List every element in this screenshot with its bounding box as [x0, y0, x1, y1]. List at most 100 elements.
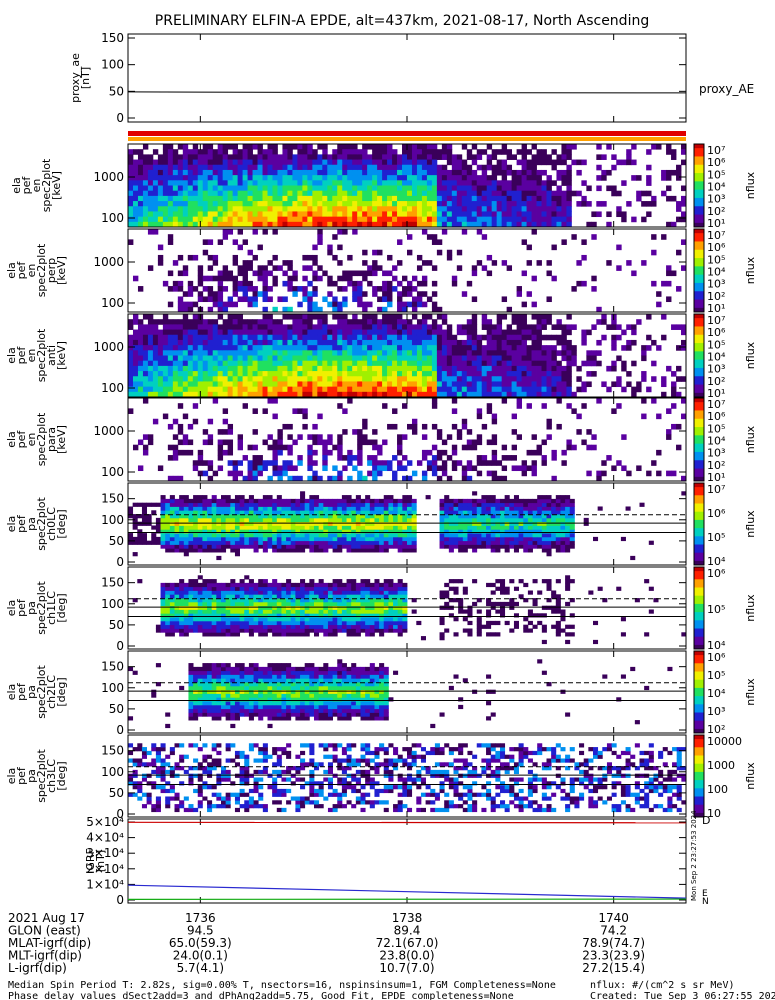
spectrogram-cell — [491, 434, 498, 440]
spectrogram-cell — [448, 521, 454, 526]
spectrogram-cell — [287, 345, 293, 351]
spectrogram-cell — [596, 154, 602, 160]
spectrogram-cell — [211, 533, 217, 538]
spectrogram-cell — [202, 360, 209, 367]
spectrogram-cell — [177, 159, 184, 166]
spectrogram-cell — [272, 381, 278, 388]
spectrogram-cell — [402, 540, 408, 545]
spectrogram-cell — [132, 329, 139, 336]
spectrogram-cell — [179, 540, 185, 545]
spectrogram-cell — [506, 355, 513, 362]
spectrogram-cell — [421, 216, 428, 223]
spectrogram-cell — [323, 529, 329, 534]
spectrogram-cell — [461, 376, 468, 382]
spectrogram-cell — [392, 185, 398, 192]
spectrogram-cell — [257, 169, 263, 176]
spectrogram-cell — [467, 525, 473, 530]
spectrogram-cell — [322, 154, 328, 160]
spectrogram-cell — [317, 334, 323, 341]
spectrogram-cell — [207, 533, 213, 538]
spectrogram-cell — [272, 195, 278, 202]
spectrogram-cell — [322, 221, 328, 228]
spectrogram-cell — [312, 439, 318, 446]
spectrogram-cell — [252, 475, 258, 482]
spectrogram-cell — [234, 552, 240, 557]
spectrogram-cell — [197, 154, 204, 160]
spectrogram-cell — [362, 154, 368, 160]
spectrogram-cell — [237, 324, 243, 330]
spectrogram-cell — [182, 195, 189, 202]
spectrogram-cell — [486, 391, 493, 398]
spectrogram-cell — [526, 164, 532, 171]
spectrogram-cell — [137, 154, 144, 160]
spectrogram-cell — [397, 180, 403, 186]
spectrogram-cell — [491, 386, 498, 393]
spectrogram-cell — [142, 371, 149, 377]
spectrogram-cell — [267, 201, 273, 207]
spectrogram-cell — [392, 381, 398, 388]
spectrogram-cell — [551, 371, 557, 377]
spectrogram-cell — [377, 175, 383, 181]
spectrogram-cell — [407, 291, 413, 297]
spectrogram-cell — [167, 371, 174, 377]
spectrogram-cell — [282, 306, 288, 313]
spectrogram-cell — [179, 529, 185, 534]
ylabel-line: perp — [45, 258, 58, 283]
ylabel-line: en — [30, 179, 43, 193]
spectrogram-cell — [187, 206, 194, 212]
spectrogram-cell — [317, 391, 323, 398]
spectrogram-cell — [351, 506, 357, 511]
spectrogram-cell — [374, 502, 380, 507]
spectrogram-cell — [212, 324, 219, 330]
spectrogram-cell — [234, 502, 240, 507]
spectrogram-cell — [471, 386, 478, 393]
spectrogram-cell — [393, 529, 399, 534]
spectrogram-cell — [467, 502, 473, 507]
spectrogram-cell — [147, 216, 154, 223]
spectrogram-cell — [491, 339, 498, 346]
colorbar-cell — [694, 150, 704, 153]
spectrogram-cell — [272, 169, 278, 176]
spectrogram-cell — [496, 350, 503, 356]
spectrogram-cell — [207, 345, 214, 351]
spectrogram-cell — [318, 521, 324, 526]
spectrogram-cell — [451, 444, 458, 451]
spectrogram-cell — [342, 391, 348, 398]
spectrogram-cell — [546, 296, 552, 303]
spectrogram-cell — [267, 525, 273, 530]
spectrogram-cell — [257, 154, 263, 160]
spectrogram-cell — [397, 502, 403, 507]
spectrogram-cell — [461, 339, 468, 346]
spectrogram-cell — [177, 329, 184, 336]
spectrogram-cell — [372, 149, 378, 155]
spectrogram-cell — [576, 386, 582, 393]
spectrogram-cell — [407, 386, 413, 393]
spectrogram-cell — [516, 180, 522, 186]
spectrogram-cell — [516, 339, 522, 346]
spectrogram-cell — [197, 371, 204, 377]
spectrogram-cell — [312, 391, 318, 398]
spectrogram-cell — [309, 517, 315, 523]
spectrogram-cell — [277, 195, 283, 202]
colorbar-cell — [694, 466, 704, 470]
spectrogram-cell — [225, 506, 231, 511]
spectrogram-cell — [456, 206, 463, 212]
spectrogram-cell — [277, 350, 283, 356]
spectrogram-cell — [187, 159, 194, 166]
spectrogram-cell — [581, 339, 587, 346]
spectrogram-cell — [157, 371, 164, 377]
spectrogram-cell — [352, 229, 358, 235]
spectrogram-cell — [312, 355, 318, 362]
spectrogram-cell — [172, 175, 179, 181]
spectrogram-cell — [247, 334, 253, 341]
spectrogram-cell — [295, 517, 301, 523]
spectrogram-cell — [367, 371, 373, 377]
spectrogram-cell — [341, 506, 347, 511]
spectrogram-cell — [461, 291, 468, 297]
spectrogram-cell — [491, 391, 498, 398]
spectrogram-cell — [232, 460, 239, 466]
spectrogram-cell — [337, 365, 343, 372]
spectrogram-cell — [281, 521, 287, 526]
spectrogram-cell — [128, 216, 134, 223]
spectrogram-cell — [169, 506, 175, 511]
